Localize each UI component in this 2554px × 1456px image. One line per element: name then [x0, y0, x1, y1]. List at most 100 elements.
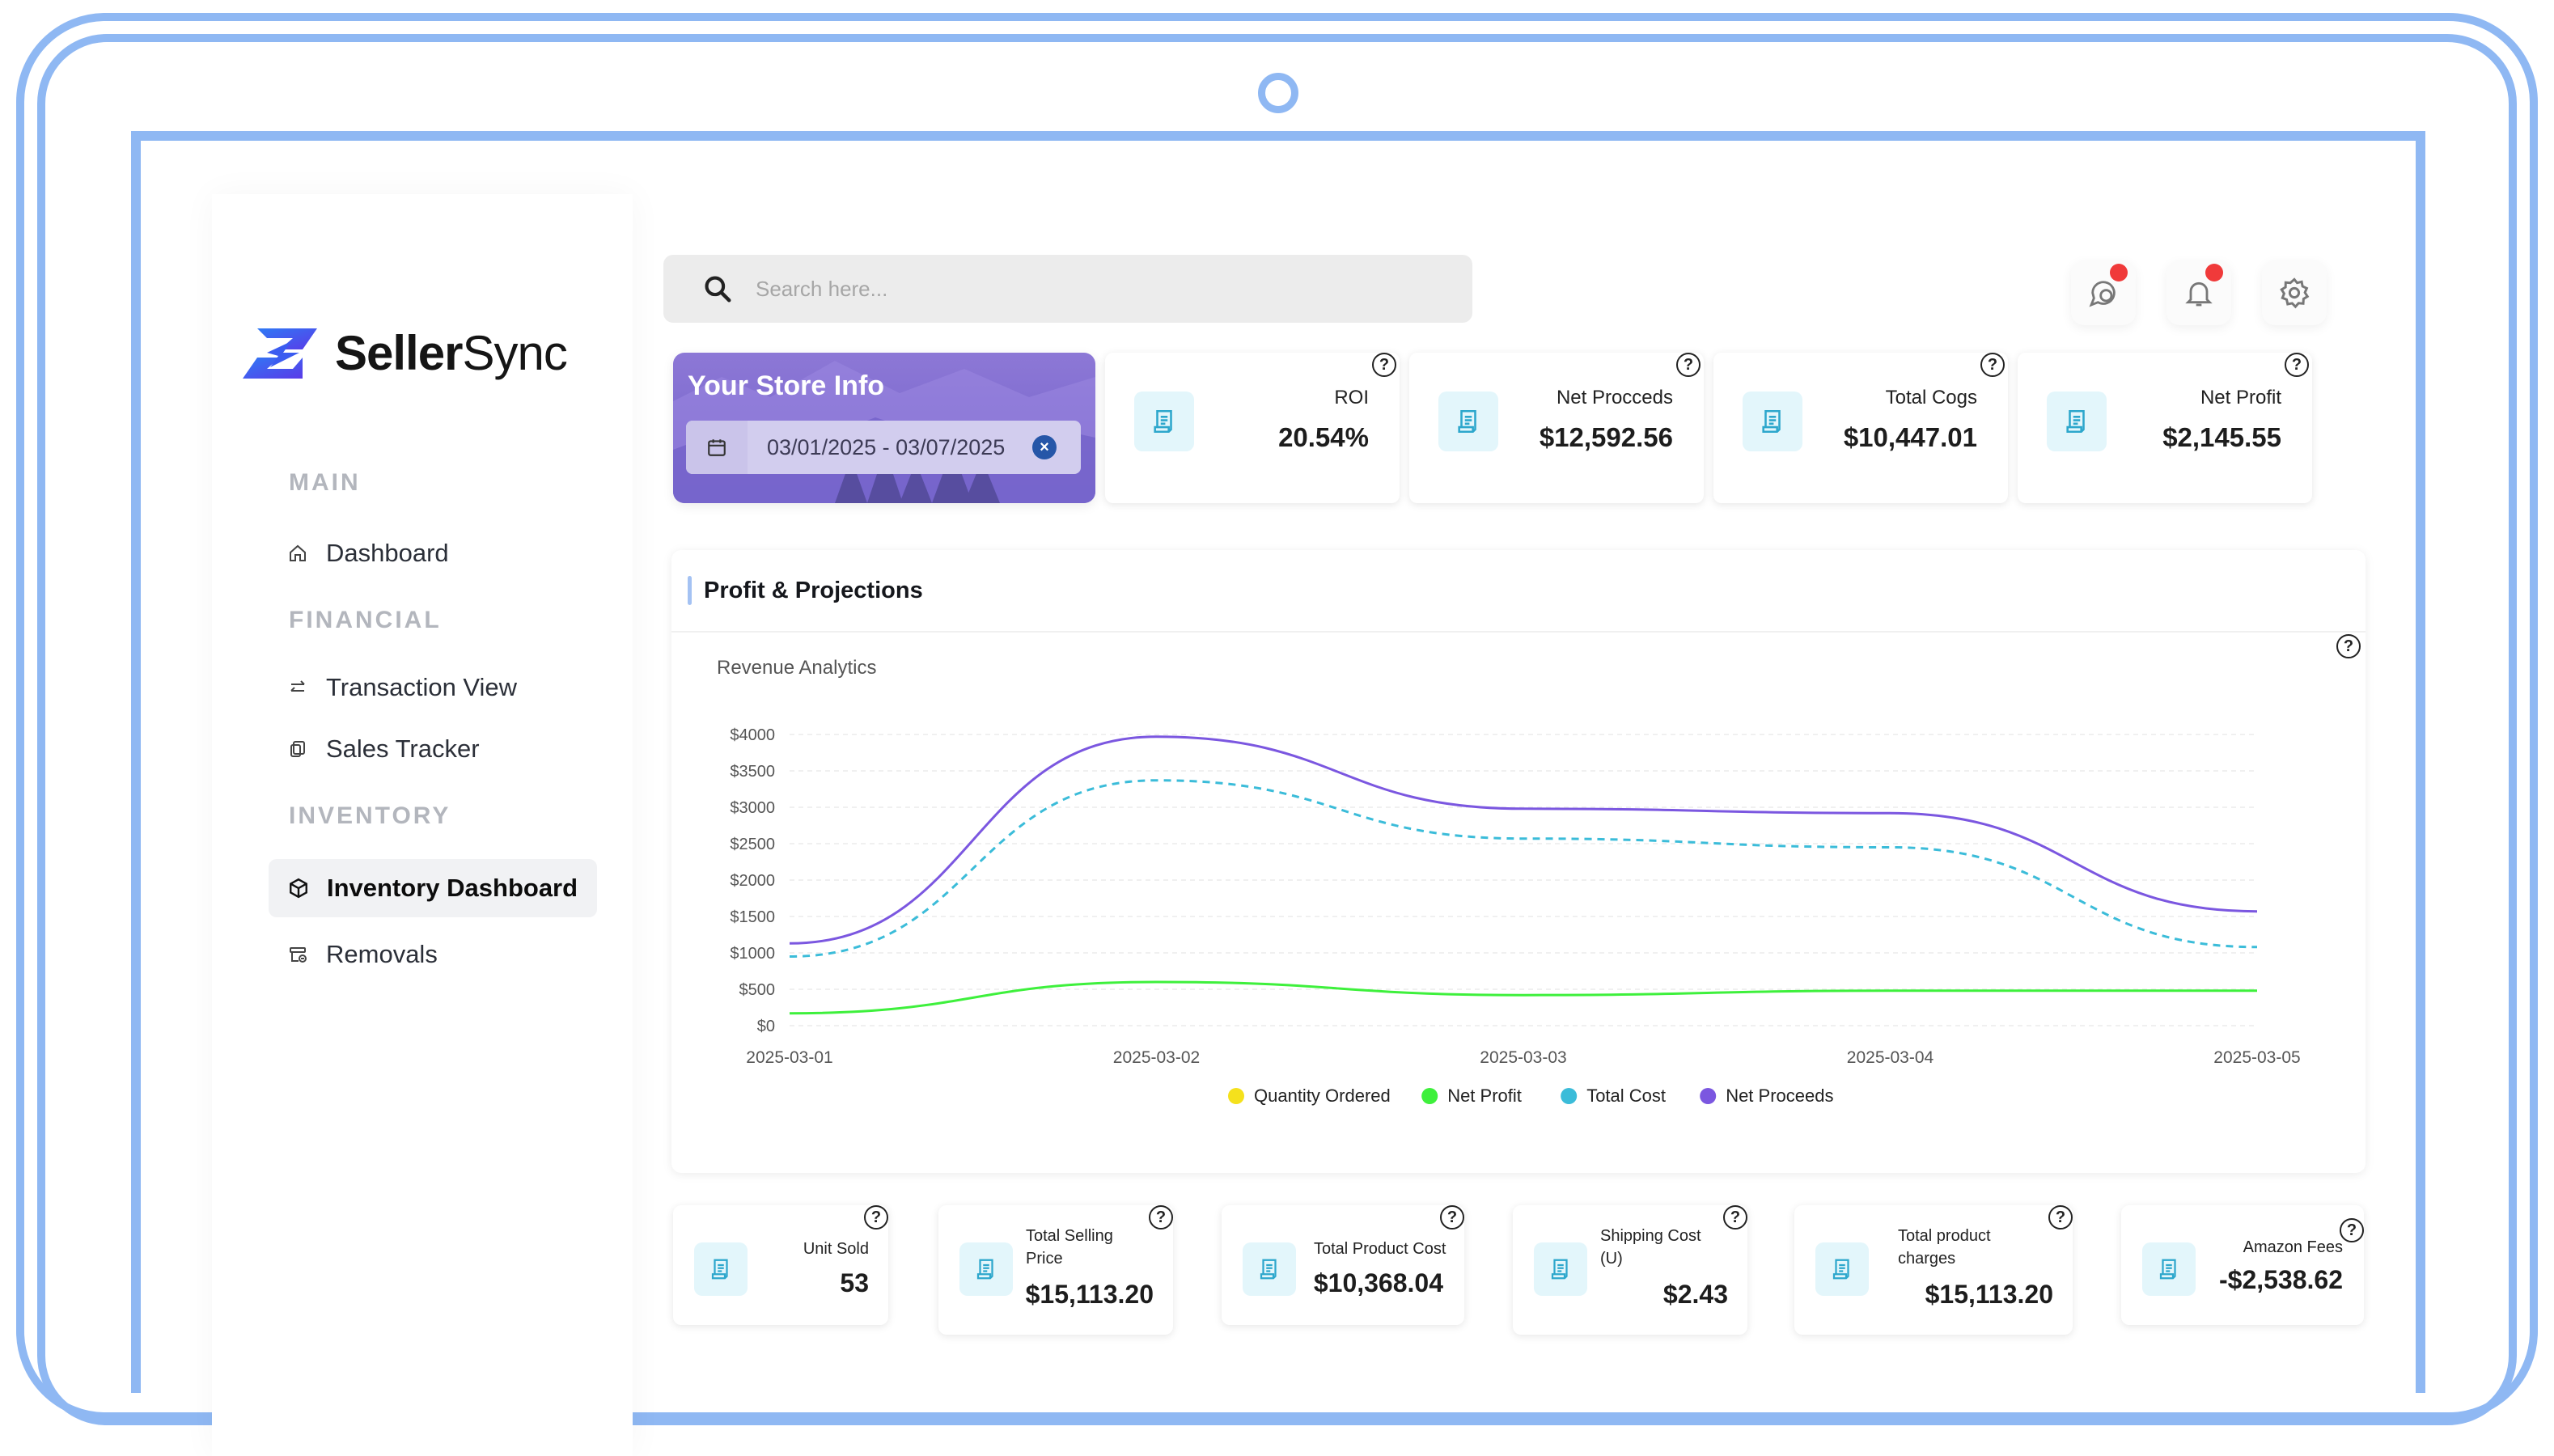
kpi-label: Net Procceds — [1556, 387, 1673, 408]
y-tick-label: $2500 — [730, 836, 775, 853]
series-line-net-proceeds — [789, 735, 2258, 945]
store-info-title: Your Store Info — [688, 370, 885, 401]
legend-label: Net Profit — [1447, 1086, 1522, 1106]
y-tick-label: $0 — [757, 1018, 775, 1035]
profit-projections-panel: Profit & Projections ? Revenue Analytics… — [671, 550, 2366, 1173]
swap-arrows-icon — [287, 677, 308, 698]
archive-remove-icon — [287, 944, 308, 965]
help-icon[interactable]: ? — [864, 1205, 888, 1230]
sidebar-item-sales-tracker[interactable]: Sales Tracker — [287, 730, 480, 768]
kpi-value: -$2,538.62 — [2218, 1265, 2343, 1294]
sidebar-item-transaction-view[interactable]: Transaction View — [287, 668, 517, 707]
kpi-value: $15,113.20 — [1925, 1280, 2053, 1309]
chat-icon — [2089, 281, 2116, 307]
kpi-value: $2,145.55 — [2162, 422, 2281, 452]
kpi-card-shipping-cost: ? Shipping Cost (U) $2.43 — [1513, 1205, 1747, 1335]
legend-marker — [1561, 1088, 1578, 1104]
help-icon[interactable]: ? — [2285, 353, 2309, 377]
sidebar-item-inventory-dashboard[interactable]: Inventory Dashboard — [269, 859, 597, 917]
help-icon[interactable]: ? — [1723, 1205, 1747, 1230]
device-mockup: SellerSync MAIN Dashboard FINANCIAL Tran… — [16, 13, 2538, 1425]
sidebar — [212, 194, 633, 1456]
kpi-label: Net Profit — [2200, 387, 2281, 408]
date-range-picker[interactable]: 03/01/2025 - 03/07/2025 × — [686, 421, 1081, 474]
date-range-value: 03/01/2025 - 03/07/2025 — [767, 434, 1006, 459]
y-tick-label: $3500 — [730, 763, 775, 781]
gear-icon — [2280, 277, 2310, 309]
sidebar-item-label: Dashboard — [326, 539, 449, 567]
kpi-card-total-selling-price: ? Total Selling Price $15,113.20 — [938, 1205, 1173, 1335]
help-icon[interactable]: ? — [2048, 1205, 2073, 1230]
help-icon[interactable]: ? — [1676, 353, 1701, 377]
home-icon — [287, 543, 308, 564]
settings-button[interactable] — [2262, 260, 2327, 325]
chat-notification-dot — [2110, 264, 2128, 281]
clear-date-button[interactable]: × — [1032, 435, 1057, 459]
legend-marker — [1228, 1088, 1244, 1104]
kpi-label: Shipping Cost (U) — [1600, 1227, 1701, 1268]
kpi-card-amazon-fees: ? Amazon Fees -$2,538.62 — [2121, 1205, 2364, 1325]
panel-accent-bar — [688, 576, 692, 605]
notifications-button[interactable] — [2166, 260, 2231, 325]
receipt-icon — [1815, 1242, 1869, 1296]
sidebar-item-label: Transaction View — [326, 673, 518, 701]
receipt-icon — [694, 1242, 748, 1296]
logo[interactable]: SellerSync — [243, 325, 568, 381]
kpi-label: Total product charges — [1898, 1227, 1991, 1268]
search-input[interactable] — [756, 276, 1322, 302]
kpi-label: Unit Sold — [803, 1240, 869, 1258]
kpi-value: $2.43 — [1662, 1280, 1728, 1309]
search-icon — [705, 276, 731, 303]
copy-document-icon — [287, 739, 308, 760]
receipt-icon — [1438, 392, 1498, 451]
nav-section-main: MAIN — [289, 469, 361, 496]
nav-section-inventory: INVENTORY — [289, 802, 451, 829]
receipt-icon — [2047, 392, 2107, 451]
receipt-icon — [959, 1242, 1013, 1296]
legend-label: Quantity Ordered — [1254, 1086, 1391, 1106]
sidebar-item-label: Sales Tracker — [326, 734, 480, 763]
kpi-card-total-product-charges: ? Total product charges $15,113.20 — [1794, 1205, 2073, 1335]
kpi-card-total-cogs: ? Total Cogs $10,447.01 — [1713, 353, 2008, 503]
panel-title: Profit & Projections — [704, 578, 923, 603]
revenue-analytics-chart: Revenue Analytics $0 $500 $1000 $1500 $2000 $2… — [717, 657, 2301, 1106]
receipt-icon — [1743, 392, 1802, 451]
help-icon[interactable]: ? — [1149, 1205, 1173, 1230]
sidebar-item-label: Removals — [326, 940, 438, 968]
help-icon[interactable]: ? — [2336, 634, 2361, 658]
kpi-label: Amazon Fees — [2243, 1238, 2343, 1256]
sidebar-item-dashboard[interactable]: Dashboard — [287, 534, 449, 573]
y-tick-label: $1000 — [730, 945, 775, 963]
kpi-value: $10,447.01 — [1843, 422, 1977, 452]
x-tick-label: 2025-03-02 — [1113, 1048, 1200, 1067]
series-line-net-profit — [789, 980, 2257, 1015]
y-tick-label: $500 — [739, 981, 776, 999]
bell-icon — [2185, 281, 2213, 307]
sidebar-item-removals[interactable]: Removals — [287, 935, 438, 974]
legend-marker — [1700, 1088, 1717, 1104]
kpi-value: 53 — [840, 1268, 869, 1297]
legend-label: Net Proceeds — [1726, 1086, 1833, 1106]
receipt-icon — [2142, 1242, 2196, 1296]
kpi-value: $10,368.04 — [1313, 1268, 1443, 1297]
nav-section-financial: FINANCIAL — [289, 607, 442, 633]
kpi-value: $15,113.20 — [1025, 1280, 1154, 1309]
notification-dot — [2205, 264, 2223, 281]
kpi-card-unit-sold: ? Unit Sold 53 — [673, 1205, 888, 1325]
search-bar[interactable] — [663, 255, 1472, 323]
y-tick-label: $3000 — [730, 799, 775, 817]
kpi-value: 20.54% — [1278, 422, 1369, 452]
help-icon[interactable]: ? — [2340, 1218, 2364, 1242]
help-icon[interactable]: ? — [1440, 1205, 1464, 1230]
store-info-card: Your Store Info 03/01/2025 - 03/07/2025 … — [673, 353, 1095, 503]
y-tick-label: $1500 — [730, 908, 775, 926]
kpi-card-net-proceeds: ? Net Procceds $12,592.56 — [1409, 353, 1704, 503]
help-icon[interactable]: ? — [1980, 353, 2005, 377]
legend-label: Total Cost — [1586, 1086, 1666, 1106]
kpi-card-roi: ? ROI 20.54% — [1105, 353, 1400, 503]
receipt-icon — [1534, 1242, 1587, 1296]
help-icon[interactable]: ? — [1372, 353, 1396, 377]
chat-button[interactable] — [2071, 260, 2136, 325]
x-tick-label: 2025-03-01 — [746, 1048, 832, 1067]
brand-name: SellerSync — [335, 326, 568, 380]
